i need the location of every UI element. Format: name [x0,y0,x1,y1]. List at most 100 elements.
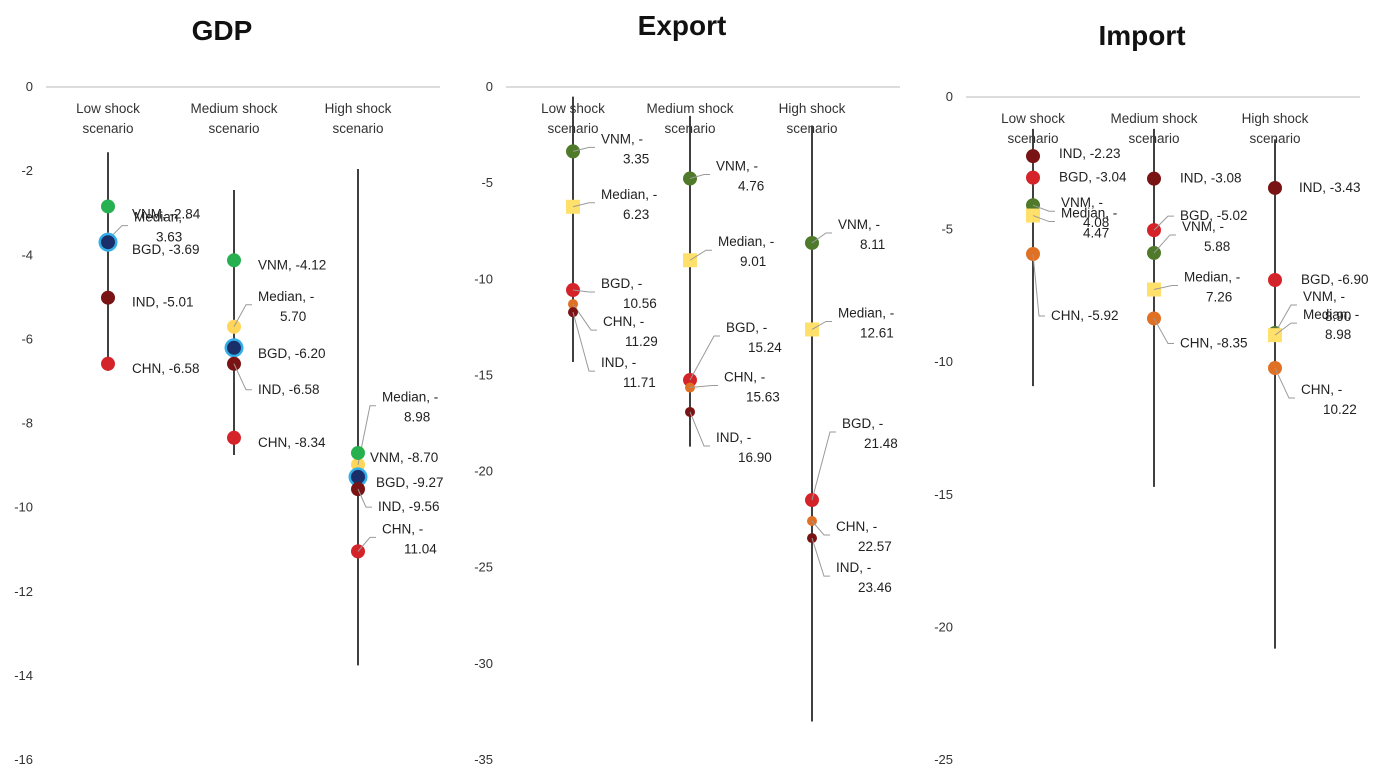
data-label: IND, -3.43 [1299,180,1361,195]
label-leader-line [689,249,712,261]
data-label: BGD, -9.27 [376,475,444,490]
scenario-label: scenario [332,121,383,136]
y-tick-label: -25 [474,560,493,575]
label-leader-line [811,232,832,244]
data-label: 4.76 [738,179,764,194]
y-tick-label: -5 [941,222,953,237]
data-label: CHN, -6.58 [132,361,200,376]
data-label: VNM, - [1182,219,1224,234]
chart-title: Export [638,10,727,41]
data-label: 12.61 [860,325,894,340]
y-tick-label: -12 [14,584,33,599]
y-tick-label: -15 [474,367,493,382]
data-label: CHN, - [382,521,423,536]
data-label: 4.47 [1083,226,1109,241]
data-label: 8.98 [1325,327,1351,342]
data-point-median [683,253,697,268]
label-leader-line [357,536,376,552]
y-tick-label: -2 [21,163,33,178]
scenario-label: scenario [664,121,715,136]
label-leader-line [1153,215,1174,231]
label-leader-line [572,303,597,331]
data-label: IND, -2.23 [1059,146,1121,161]
data-label: 11.29 [625,334,658,349]
data-point-ind [1026,149,1040,164]
data-label: 11.71 [623,375,656,390]
scenario-label: scenario [786,121,837,136]
data-label: 8.90 [1325,309,1351,324]
data-label: 21.48 [864,436,898,451]
data-point-chn [101,356,115,371]
scenario-label: Medium shock [646,101,733,116]
data-label: CHN, - [1301,382,1342,397]
data-label: CHN, - [724,370,765,385]
y-tick-label: -30 [474,656,493,671]
label-leader-line [811,320,832,330]
data-label: IND, - [836,560,871,575]
data-label: VNM, - [716,159,758,174]
data-label: 4.08 [1083,215,1109,230]
label-leader-line [233,304,252,327]
y-tick-label: -35 [474,752,493,767]
data-label: IND, -5.01 [132,295,194,310]
data-label: VNM, - [1061,195,1103,210]
data-label: 8.11 [860,237,885,252]
data-label: 16.90 [738,450,772,465]
data-point-chn [227,430,241,445]
label-leader-line [689,385,718,389]
label-leader-line [1274,304,1297,334]
data-point-bgd [1268,272,1282,287]
y-tick-label: -20 [934,619,953,634]
scenario-label: Low shock [541,101,605,116]
data-label: BGD, - [601,276,642,291]
data-label: 15.63 [746,390,780,405]
label-leader-line [1274,367,1295,399]
scenario-label: Medium shock [190,101,277,116]
scenario-label: High shock [1242,111,1309,126]
label-leader-line [1032,204,1055,212]
data-point-ind [1268,180,1282,195]
data-label: CHN, - [603,314,644,329]
y-tick-label: -8 [21,416,33,431]
y-tick-label: -6 [21,331,33,346]
data-label: 10.56 [623,296,657,311]
data-label: BGD, -6.90 [1301,272,1369,287]
label-leader-line [689,174,710,180]
data-label: 5.88 [1204,239,1230,254]
chart-title: GDP [192,15,253,46]
y-tick-label: 0 [26,79,33,94]
label-leader-line [1153,318,1174,344]
y-tick-label: -14 [14,668,33,683]
data-label: CHN, - [836,519,877,534]
label-leader-line [1153,234,1176,254]
data-label: 15.24 [748,340,782,355]
data-label: BGD, - [842,416,883,431]
data-label: VNM, - [601,131,643,146]
data-label: 22.57 [858,539,892,554]
label-leader-line [1032,215,1055,223]
y-tick-label: -5 [481,175,493,190]
data-label: VNM, -4.12 [258,257,326,272]
scenario-label: Low shock [76,101,140,116]
label-leader-line [811,520,830,536]
data-point-ind [1147,171,1161,186]
label-leader-line [689,335,720,381]
data-label: IND, -3.08 [1180,171,1242,186]
data-label: VNM, - [1303,289,1345,304]
scenario-label: High shock [779,101,846,116]
y-tick-label: -10 [474,271,493,286]
data-label: IND, -6.58 [258,382,320,397]
y-tick-label: -4 [21,247,33,262]
label-leader-line [572,312,595,372]
data-point-bgd [227,340,241,355]
scenario-label: scenario [1007,131,1058,146]
label-leader-line [357,488,372,508]
data-label: 10.22 [1323,402,1357,417]
chart-title: Import [1098,20,1185,51]
scenario-label: Medium shock [1110,111,1197,126]
data-point-bgd [351,469,365,484]
data-label: VNM, -8.70 [370,450,438,465]
y-tick-label: -25 [934,752,953,767]
gdp-chart: GDP 0 -2 -4 -6 -8 -10 -12 -14 -16 Low shock scenari… [14,15,444,767]
